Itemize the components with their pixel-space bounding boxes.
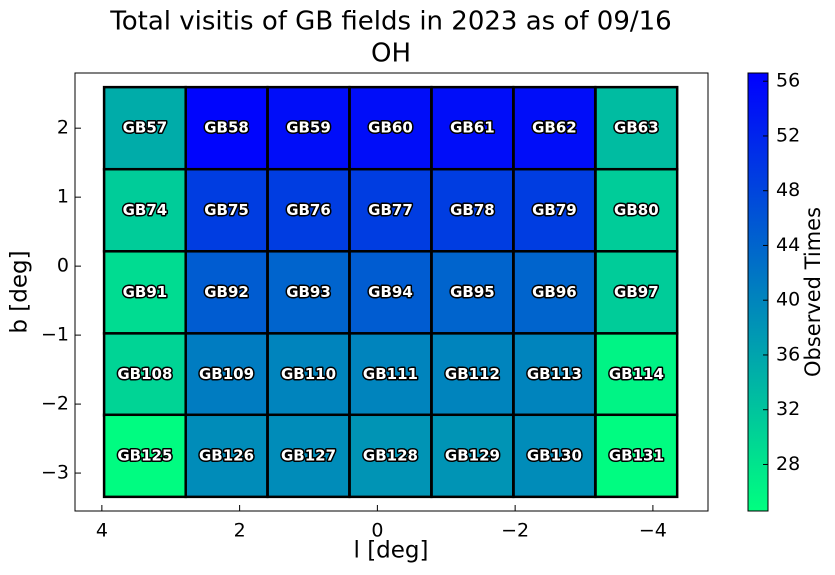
cell-label: GB63: [614, 119, 659, 137]
y-tick-label: 1: [57, 186, 69, 208]
cell-label: GB127: [281, 446, 336, 464]
heatmap-cell: [102, 167, 187, 253]
colorbar-tick-label: 36: [776, 343, 800, 365]
y-tick-label: 0: [57, 255, 69, 277]
heatmap-cell: [430, 250, 515, 335]
cell-label: GB112: [445, 365, 500, 383]
colorbar-label: Observed Times: [801, 207, 825, 377]
x-axis-label: l [deg]: [354, 538, 429, 564]
y-axis-label: b [deg]: [7, 250, 33, 333]
cell-label: GB131: [609, 446, 664, 464]
cell-label: GB110: [281, 365, 336, 383]
heatmap-cell: [102, 413, 187, 499]
y-tick-label: −3: [41, 462, 69, 484]
cell-label: GB113: [527, 365, 582, 383]
colorbar-tick-label: 28: [776, 453, 800, 475]
plot-frame: [74, 72, 709, 512]
heatmap-cell: [512, 413, 597, 499]
cell-label: GB126: [199, 446, 254, 464]
cell-label: GB128: [363, 446, 418, 464]
colorbar-tick-label: 56: [776, 70, 800, 92]
cell-label: GB95: [450, 283, 495, 301]
y-tick-label: 2: [57, 117, 69, 139]
colorbar-tick-label: 44: [776, 234, 800, 256]
heatmap-cell: [102, 85, 187, 171]
cell-label: GB78: [450, 201, 495, 219]
heatmap-cell: [266, 167, 351, 253]
colorbar-tick-label: 52: [776, 124, 800, 146]
cell-label: GB93: [286, 283, 331, 301]
heatmap-cell: [184, 250, 269, 335]
cell-label: GB92: [204, 283, 249, 301]
heatmap-cell: [184, 332, 269, 417]
heatmap-cell: [594, 167, 679, 253]
y-tick-label: −1: [41, 324, 69, 346]
x-tick-label: −2: [501, 520, 529, 542]
heatmap-cell: [184, 85, 269, 171]
cell-label: GB79: [532, 201, 577, 219]
cell-label: GB60: [368, 119, 413, 137]
cell-label: GB109: [199, 365, 254, 383]
heatmap-cell: [512, 85, 597, 171]
cell-label: GB130: [527, 446, 582, 464]
colorbar-tick-label: 40: [776, 289, 800, 311]
colorbar-tick-label: 48: [776, 179, 800, 201]
cell-label: GB80: [614, 201, 659, 219]
cell-label: GB96: [532, 283, 577, 301]
heatmap-cell: [594, 413, 679, 499]
cell-label: GB58: [204, 119, 249, 137]
heatmap-cell: [102, 332, 187, 417]
x-tick-label: 4: [96, 520, 108, 542]
cell-label: GB61: [450, 119, 495, 137]
cell-label: GB59: [286, 119, 331, 137]
heatmap-cell: [512, 332, 597, 417]
x-tick-label: −4: [639, 520, 667, 542]
cell-label: GB108: [117, 365, 172, 383]
cell-label: GB91: [123, 283, 168, 301]
cell-label: GB74: [123, 201, 168, 219]
cell-label: GB75: [204, 201, 249, 219]
cell-label: GB76: [286, 201, 331, 219]
chart-title: Total visitis of GB fields in 2023 as of…: [109, 7, 671, 37]
cell-label: GB77: [368, 201, 413, 219]
heatmap-cell: [266, 413, 351, 499]
heatmap-cell: [512, 250, 597, 335]
heatmap-cell: [594, 250, 679, 335]
cell-label: GB125: [117, 446, 172, 464]
cell-label: GB114: [609, 365, 664, 383]
colorbar-tick-label: 32: [776, 398, 800, 420]
x-tick-label: 0: [371, 520, 383, 542]
cell-label: GB94: [368, 283, 413, 301]
cell-label: GB57: [123, 119, 168, 137]
colorbar: [747, 72, 769, 512]
heatmap-cell: [430, 167, 515, 253]
chart-subtitle: OH: [371, 39, 411, 69]
cell-label: GB129: [445, 446, 500, 464]
cell-label: GB97: [614, 283, 659, 301]
heatmap-cell: [266, 250, 351, 335]
cell-label: GB62: [532, 119, 577, 137]
y-tick-label: −2: [41, 393, 69, 415]
cell-label: GB111: [363, 365, 418, 383]
x-tick-label: 2: [234, 520, 246, 542]
